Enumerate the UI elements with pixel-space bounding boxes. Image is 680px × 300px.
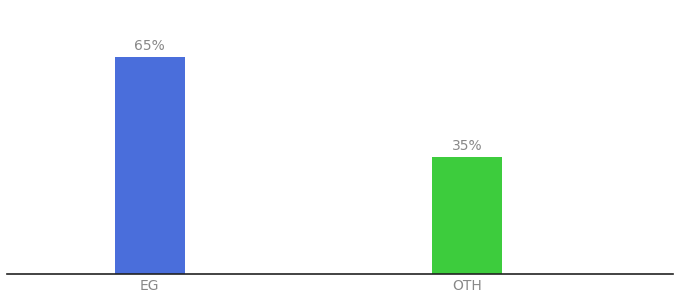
Bar [432, 157, 502, 274]
Bar [115, 57, 184, 274]
Text: 35%: 35% [452, 139, 482, 153]
Text: 65%: 65% [135, 39, 165, 53]
